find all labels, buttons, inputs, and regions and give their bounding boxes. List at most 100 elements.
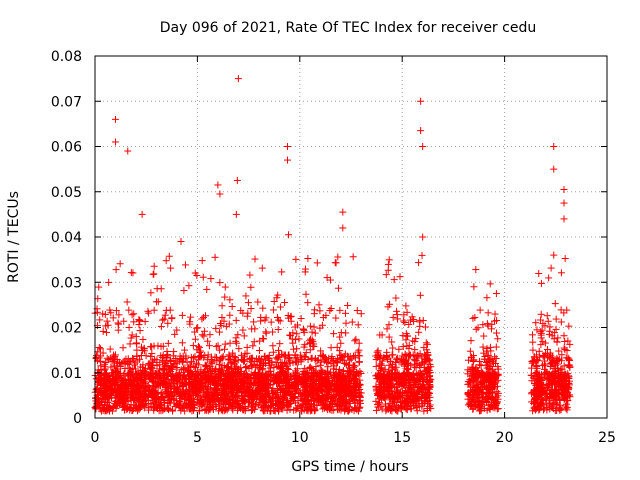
- data-point: [193, 367, 201, 375]
- data-point: [226, 352, 234, 360]
- data-point: [272, 354, 280, 362]
- data-point: [480, 332, 488, 340]
- data-point: [178, 311, 186, 319]
- data-point: [278, 268, 286, 276]
- data-point: [268, 402, 276, 410]
- data-point: [259, 361, 267, 369]
- y-axis-label: ROTI / TECUs: [6, 191, 22, 283]
- y-tick-label: 0.06: [51, 140, 82, 156]
- data-point: [187, 313, 195, 321]
- y-tick-label: 0.02: [51, 321, 82, 337]
- data-point: [147, 343, 155, 351]
- x-tick-labels: 0 5 10 15 20 25: [91, 430, 616, 446]
- data-point: [103, 317, 111, 325]
- data-point: [297, 315, 305, 323]
- data-point: [115, 320, 123, 328]
- data-point: [214, 181, 222, 189]
- y-tick-label: 0.03: [51, 275, 82, 291]
- chart-title: Day 096 of 2021, Rate Of TEC Index for r…: [160, 20, 536, 36]
- data-point: [419, 233, 427, 241]
- data-point: [551, 300, 559, 308]
- data-point: [105, 356, 113, 364]
- data-point: [211, 353, 219, 361]
- data-point: [265, 376, 273, 384]
- data-point: [216, 279, 224, 287]
- data-point: [276, 340, 284, 348]
- data-point: [111, 138, 119, 146]
- data-point: [492, 290, 500, 298]
- data-point: [330, 330, 338, 338]
- data-point: [415, 259, 423, 267]
- data-point: [226, 311, 234, 319]
- data-point: [302, 349, 310, 357]
- data-point: [560, 199, 568, 207]
- data-point: [306, 346, 314, 354]
- data-point: [472, 325, 480, 333]
- data-point: [119, 344, 127, 352]
- data-point: [533, 363, 541, 371]
- data-point: [247, 283, 255, 291]
- data-point: [277, 303, 285, 311]
- data-point: [142, 352, 150, 360]
- data-point: [220, 317, 228, 325]
- data-point: [212, 324, 220, 332]
- data-point: [270, 298, 278, 306]
- data-point: [235, 345, 243, 353]
- data-point: [130, 310, 138, 318]
- data-point: [402, 302, 410, 310]
- data-point: [199, 273, 207, 281]
- data-point: [147, 352, 155, 360]
- data-point: [274, 346, 282, 354]
- data-point: [232, 210, 240, 218]
- data-point: [225, 351, 233, 359]
- data-point: [195, 352, 203, 360]
- data-point: [181, 261, 189, 269]
- data-point: [164, 339, 172, 347]
- data-point: [336, 306, 344, 314]
- data-point: [204, 337, 212, 345]
- data-point: [133, 340, 141, 348]
- data-point: [259, 304, 267, 312]
- data-point: [189, 342, 197, 350]
- data-point: [304, 355, 312, 363]
- data-point: [132, 333, 140, 341]
- data-point: [115, 311, 123, 319]
- data-point: [221, 283, 229, 291]
- data-point: [547, 264, 555, 272]
- data-point: [195, 342, 203, 350]
- data-point: [99, 327, 107, 335]
- data-point: [198, 331, 206, 339]
- data-point: [136, 316, 144, 324]
- data-point: [136, 327, 144, 335]
- y-tick-label: 0.08: [51, 49, 82, 65]
- data-point: [356, 352, 364, 360]
- data-point: [419, 143, 427, 150]
- data-point: [356, 393, 364, 401]
- data-point: [557, 269, 565, 277]
- data-point: [537, 328, 545, 336]
- data-point: [103, 354, 111, 362]
- data-point: [416, 291, 424, 299]
- data-point: [332, 366, 340, 374]
- data-point: [218, 302, 226, 310]
- data-point: [285, 231, 293, 239]
- data-point: [284, 156, 292, 164]
- data-point: [127, 334, 135, 342]
- data-point: [417, 97, 425, 105]
- data-point: [125, 323, 133, 331]
- data-point: [492, 343, 500, 351]
- data-point: [355, 339, 363, 347]
- data-point: [337, 329, 345, 337]
- data-point: [256, 337, 264, 345]
- data-point: [306, 322, 314, 330]
- data-point: [357, 310, 365, 318]
- data-point: [160, 405, 168, 413]
- data-point: [128, 331, 136, 339]
- data-point: [150, 262, 158, 270]
- x-axis-label: GPS time / hours: [291, 459, 408, 475]
- data-point: [255, 347, 263, 355]
- data-point: [233, 176, 241, 184]
- data-point: [274, 355, 282, 363]
- data-point: [216, 190, 224, 198]
- data-point: [321, 354, 329, 362]
